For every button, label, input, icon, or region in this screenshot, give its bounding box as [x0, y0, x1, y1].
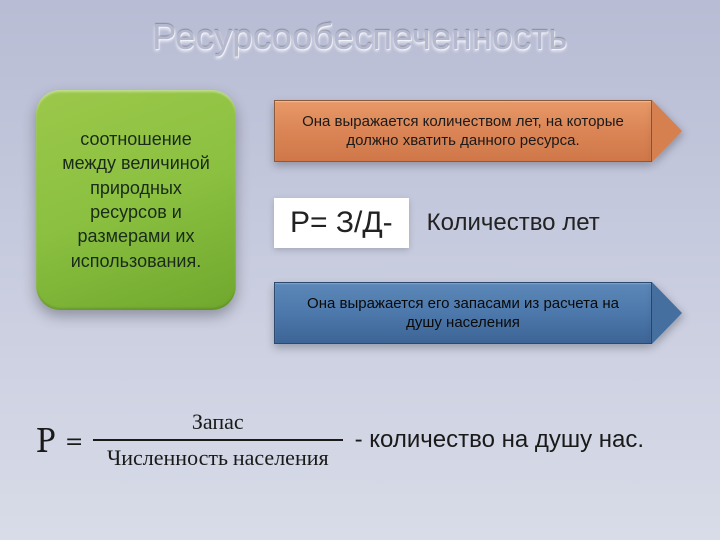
percapita-description-arrow: Она выражается его запасами из расчета н…: [274, 282, 682, 344]
formula-percapita: P = Запас Численность населения - количе…: [36, 390, 686, 490]
formula-lhs: P: [36, 420, 55, 461]
formula-years-expression: Р= З/Д-: [274, 198, 409, 248]
formula-fraction: Запас Численность населения: [93, 409, 343, 471]
formula-years: Р= З/Д- Количество лет: [274, 188, 682, 258]
formula-eq: =: [65, 422, 83, 459]
arrow-tip-icon: [652, 100, 682, 162]
formula-years-label: Количество лет: [427, 209, 600, 237]
years-description-body: Она выражается количеством лет, на котор…: [274, 100, 652, 162]
arrow-tip-icon: [652, 282, 682, 344]
page-title: Ресурсообеспеченность: [0, 0, 720, 58]
definition-box: соотношение между величиной природных ре…: [36, 90, 236, 310]
years-description-arrow: Она выражается количеством лет, на котор…: [274, 100, 682, 162]
percapita-description-body: Она выражается его запасами из расчета н…: [274, 282, 652, 344]
percapita-description-text: Она выражается его запасами из расчета н…: [289, 294, 637, 333]
formula-rhs: - количество на душу нас.: [355, 426, 644, 454]
years-description-text: Она выражается количеством лет, на котор…: [287, 112, 639, 151]
definition-text: соотношение между величиной природных ре…: [52, 127, 220, 273]
formula-denominator: Численность населения: [93, 441, 343, 471]
formula-numerator: Запас: [178, 409, 258, 439]
